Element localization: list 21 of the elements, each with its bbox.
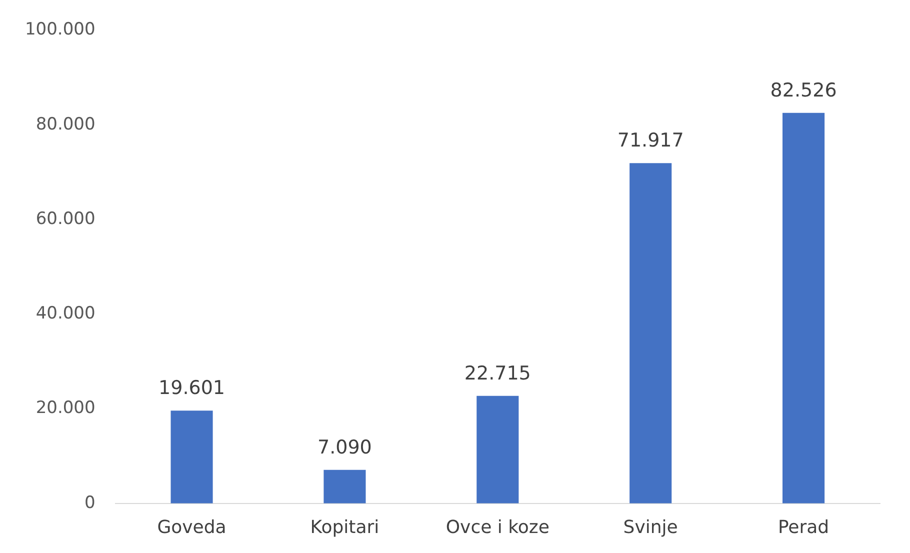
bar	[476, 396, 519, 504]
bar	[170, 410, 213, 504]
x-tick-label: Ovce i koze	[446, 516, 550, 538]
data-label: 7.090	[318, 436, 372, 458]
y-tick-label: 100.000	[24, 20, 96, 40]
y-tick-label: 80.000	[36, 114, 96, 134]
x-tick-label: Goveda	[157, 516, 226, 538]
y-tick-label: 60.000	[36, 208, 96, 229]
bar	[630, 163, 672, 504]
y-tick-label: 0	[84, 492, 96, 513]
x-tick-label: Kopitari	[310, 516, 380, 538]
data-label: 82.526	[770, 79, 837, 102]
x-tick-label: Perad	[778, 516, 830, 538]
bar	[782, 112, 825, 504]
bar	[324, 470, 366, 504]
y-tick-label: 20.000	[36, 398, 96, 418]
x-tick-label: Svinje	[623, 516, 678, 538]
data-label: 22.715	[464, 362, 531, 384]
y-tick-label: 40.000	[36, 304, 96, 324]
data-label: 71.917	[617, 130, 684, 152]
data-label: 19.601	[158, 377, 226, 400]
